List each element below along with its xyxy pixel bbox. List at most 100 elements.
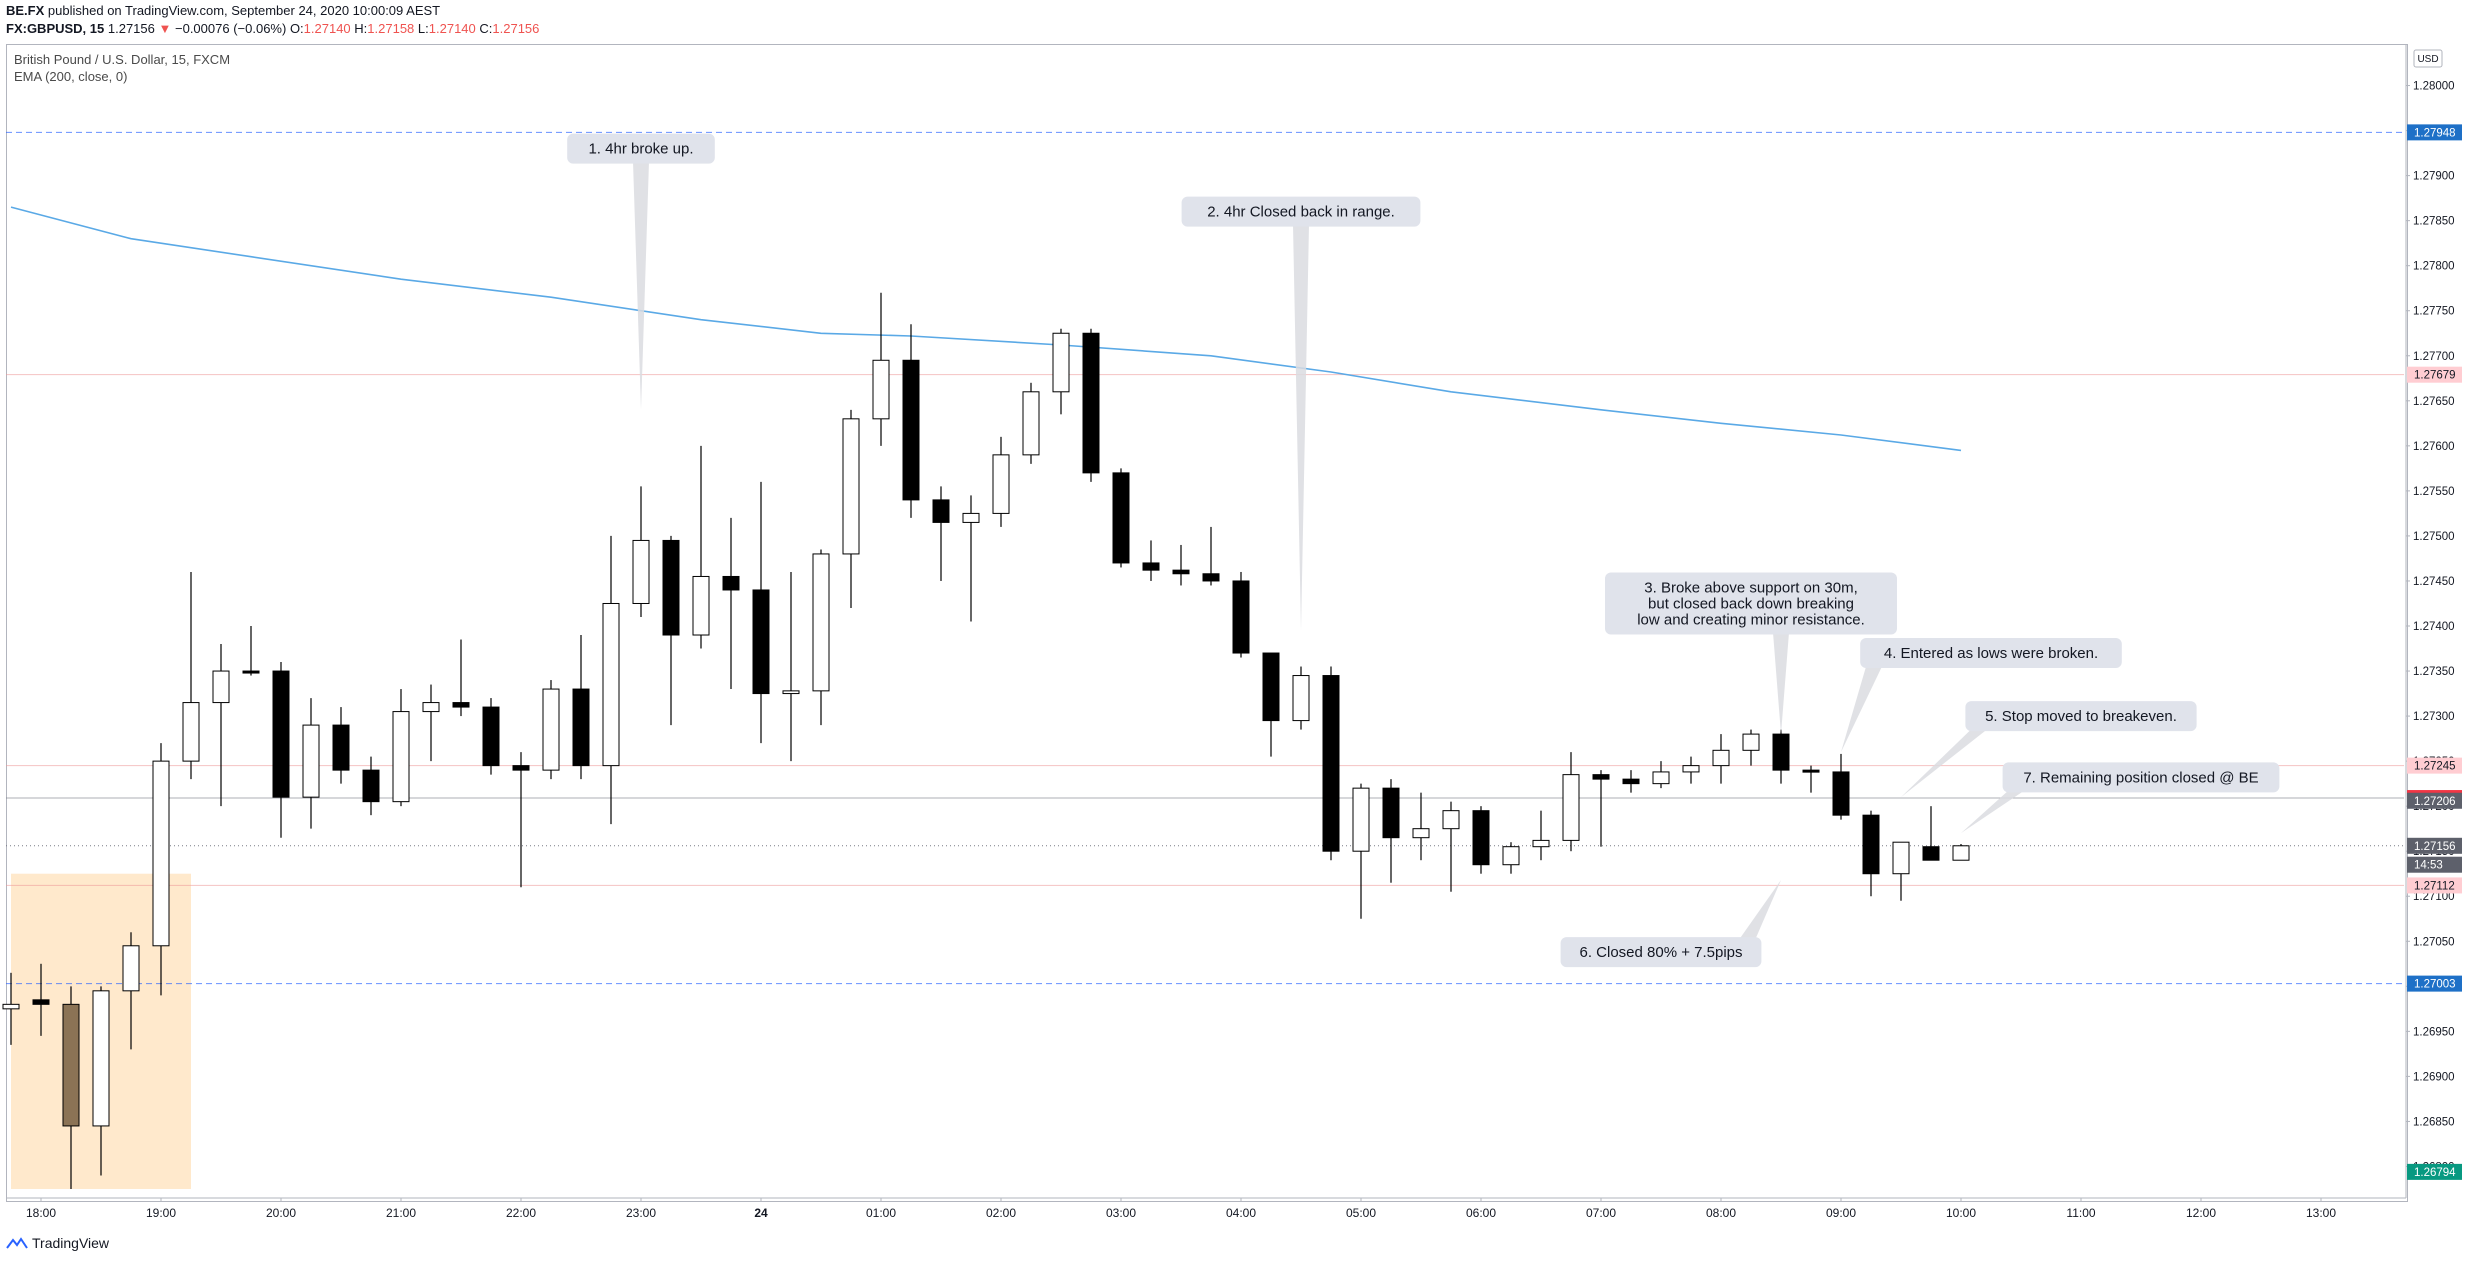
time-tick-label: 10:00 xyxy=(1946,1206,1976,1220)
candle-body[interactable] xyxy=(1472,810,1490,866)
candle-body[interactable] xyxy=(842,418,860,555)
candle-body[interactable] xyxy=(1802,769,1820,773)
candle-body[interactable] xyxy=(1232,580,1250,654)
candle-body[interactable] xyxy=(332,724,350,771)
chart-legend-title: British Pound / U.S. Dollar, 15, FXCM xyxy=(14,52,231,67)
candle-body[interactable] xyxy=(1352,787,1370,852)
candle-body[interactable] xyxy=(1442,810,1460,830)
candle-body[interactable] xyxy=(1622,778,1640,785)
candle-body[interactable] xyxy=(1112,472,1130,564)
price-tag[interactable] xyxy=(2407,792,2462,809)
candle-body[interactable] xyxy=(512,765,530,771)
candle-body[interactable] xyxy=(602,602,620,767)
candle-body[interactable] xyxy=(752,589,770,695)
candle-body[interactable] xyxy=(1052,332,1070,393)
candle-body[interactable] xyxy=(1142,562,1160,571)
candle-body[interactable] xyxy=(662,539,680,636)
candle-body[interactable] xyxy=(1532,839,1550,848)
candle-body[interactable] xyxy=(2,1003,20,1010)
callout-text: 2. 4hr Closed back in range. xyxy=(1207,204,1395,221)
price-tag-label: 1.27245 xyxy=(2414,761,2456,773)
candle-body[interactable] xyxy=(272,670,290,798)
candle-body[interactable] xyxy=(1292,675,1310,722)
candle-body[interactable] xyxy=(692,575,710,636)
tradingview-logo-icon xyxy=(6,1237,28,1249)
candle-body[interactable] xyxy=(1832,771,1850,816)
candle-body[interactable] xyxy=(212,670,230,704)
callout-box-2[interactable] xyxy=(1181,196,1421,227)
publisher-name[interactable]: BE.FX xyxy=(6,3,45,18)
candle-body[interactable] xyxy=(1322,675,1340,852)
price-tag[interactable] xyxy=(2407,757,2462,774)
candle-body[interactable] xyxy=(932,499,950,523)
candle-body[interactable] xyxy=(62,1003,80,1127)
candle-body[interactable] xyxy=(392,711,410,803)
candle-body[interactable] xyxy=(1922,846,1940,861)
candle-body[interactable] xyxy=(1652,771,1670,785)
candle-body[interactable] xyxy=(242,670,260,674)
open-value: 1.27140 xyxy=(303,21,351,36)
candle-body[interactable] xyxy=(1022,391,1040,456)
candle-body[interactable] xyxy=(812,553,830,692)
candle-body[interactable] xyxy=(1952,845,1970,861)
candle-body[interactable] xyxy=(1262,652,1280,722)
candle-body[interactable] xyxy=(1082,332,1100,474)
candle-body[interactable] xyxy=(122,945,140,992)
candle-body[interactable] xyxy=(962,512,980,523)
price-tag[interactable] xyxy=(2407,877,2462,894)
candle-body[interactable] xyxy=(902,359,920,501)
candle-body[interactable] xyxy=(1682,765,1700,773)
candle-body[interactable] xyxy=(92,990,110,1127)
candle-body[interactable] xyxy=(1742,733,1760,751)
callout-box-6[interactable] xyxy=(2002,762,2280,793)
price-tag[interactable] xyxy=(2407,124,2462,141)
price-tag[interactable] xyxy=(2407,366,2462,383)
price-tag[interactable] xyxy=(2407,1163,2462,1180)
candle-body[interactable] xyxy=(1382,787,1400,839)
callout-box-4[interactable] xyxy=(1860,638,2122,669)
candle-body[interactable] xyxy=(1712,749,1730,767)
callout-box-5[interactable] xyxy=(1965,701,2197,732)
candle-body[interactable] xyxy=(1892,841,1910,875)
candle-body[interactable] xyxy=(1562,774,1580,841)
currency-badge[interactable] xyxy=(2413,49,2443,68)
candle-body[interactable] xyxy=(542,688,560,771)
candle-body[interactable] xyxy=(1862,814,1880,875)
price-tag[interactable] xyxy=(2407,975,2462,992)
price-tick-label: 1.28000 xyxy=(2413,81,2455,93)
candle-body[interactable] xyxy=(1502,846,1520,866)
close-value: 1.27156 xyxy=(492,21,540,36)
candle-body[interactable] xyxy=(992,454,1010,514)
price-tag[interactable] xyxy=(2407,856,2462,873)
callout-text: but closed back down breaking xyxy=(1648,595,1854,612)
candle-body[interactable] xyxy=(1592,774,1610,780)
indicator-legend[interactable]: EMA (200, close, 0) xyxy=(14,69,128,84)
ema-200-line[interactable] xyxy=(10,206,1962,452)
price-tag[interactable] xyxy=(2407,837,2462,854)
candle-body[interactable] xyxy=(782,690,800,695)
candle-body[interactable] xyxy=(182,702,200,762)
candle-body[interactable] xyxy=(482,706,500,767)
time-tick-label: 06:00 xyxy=(1466,1206,1496,1220)
candle-body[interactable] xyxy=(872,359,890,420)
candle-body[interactable] xyxy=(722,575,740,591)
footer-brand[interactable]: TradingView xyxy=(6,1235,109,1251)
candle-body[interactable] xyxy=(32,999,50,1005)
candle-body[interactable] xyxy=(452,702,470,708)
callout-box-3[interactable] xyxy=(1605,572,1897,635)
candle-body[interactable] xyxy=(362,769,380,803)
candle-body[interactable] xyxy=(422,702,440,713)
candle-body[interactable] xyxy=(1172,569,1190,575)
price-tick-label: 1.27850 xyxy=(2413,216,2455,228)
candle-body[interactable] xyxy=(1772,733,1790,771)
candle-body[interactable] xyxy=(632,539,650,604)
candle-body[interactable] xyxy=(302,724,320,798)
candle-body[interactable] xyxy=(572,688,590,767)
chart-frame[interactable] xyxy=(6,44,2408,1202)
callout-box-1[interactable] xyxy=(567,133,715,164)
callout-box-7[interactable] xyxy=(1560,937,1762,968)
candle-body[interactable] xyxy=(1202,573,1220,582)
candle-body[interactable] xyxy=(152,760,170,947)
candle-body[interactable] xyxy=(1412,828,1430,839)
